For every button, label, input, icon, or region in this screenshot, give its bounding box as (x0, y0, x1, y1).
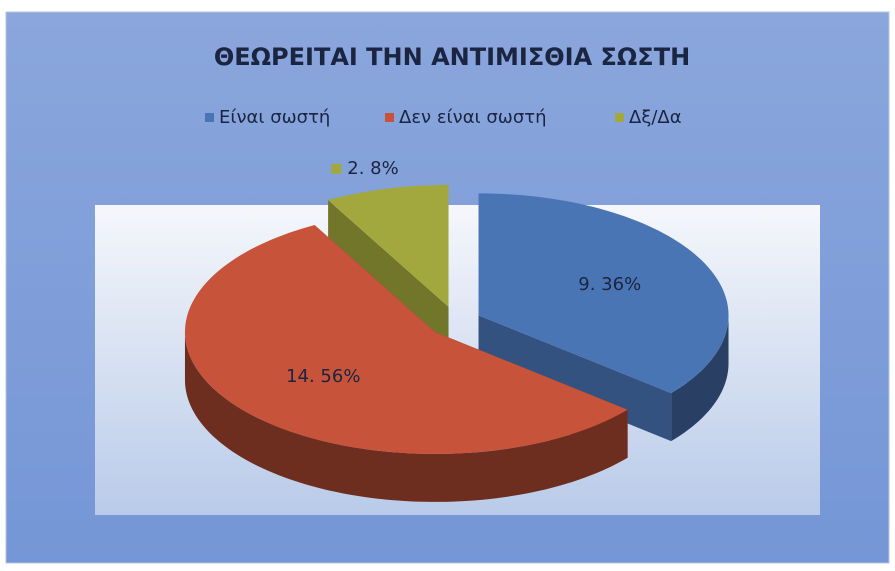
legend-swatch (385, 113, 394, 122)
legend-label: Είναι σωστή (219, 107, 330, 128)
pie-slice (184, 225, 628, 502)
label-key (331, 163, 342, 174)
slice-top (478, 193, 729, 394)
slice-side (184, 331, 628, 502)
legend-label: Δεν είναι σωστή (399, 107, 547, 128)
data-label: 14. 56% (286, 366, 360, 387)
pie-slice (328, 184, 449, 355)
data-label: 2. 8% (347, 158, 398, 179)
legend: Είναι σωστή Δεν είναι σωστή Δξ/Δα (205, 107, 682, 128)
legend-swatch (615, 113, 624, 122)
legend-label: Δξ/Δα (629, 107, 682, 128)
slice-top (184, 225, 628, 454)
chart-title: ΘΕΩΡΕΙΤΑΙ ΤΗΝ ΑΝΤΙΜΙΣΘΙΑ ΣΩΣΤΗ (214, 43, 690, 71)
legend-swatch (205, 113, 214, 122)
data-label: 9. 36% (578, 274, 641, 295)
slice-top (328, 184, 449, 307)
slice-side (671, 315, 729, 442)
slice-wall (328, 199, 449, 355)
pie: 9. 36% 14. 56% 2. 8% (184, 158, 729, 502)
